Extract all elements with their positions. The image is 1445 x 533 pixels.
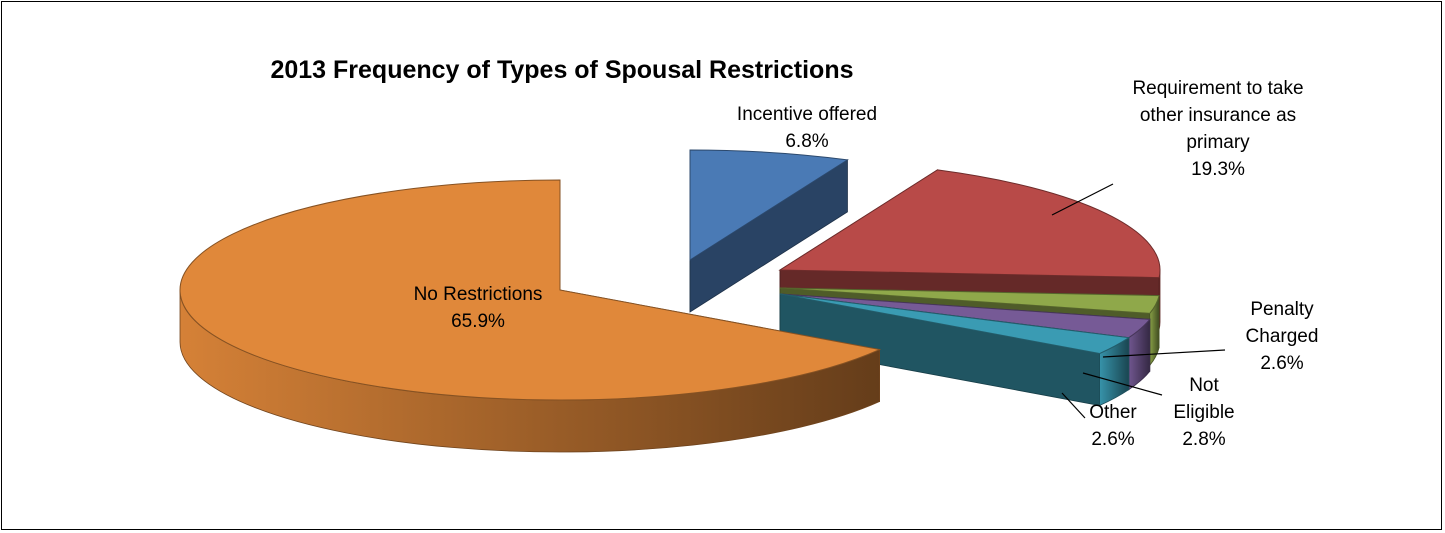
- data-label-value-no-restrictions: 65.9%: [451, 311, 505, 332]
- leader-line-requirement-to-take-other-insurance-as-primary: [1051, 183, 1114, 216]
- data-label-name-requirement-to-take-other-insurance-as-primary: primary: [1186, 132, 1250, 153]
- data-label-name-requirement-to-take-other-insurance-as-primary: other insurance as: [1140, 105, 1296, 126]
- pie-slice-incentive-offered: [689, 149, 849, 313]
- data-label-value-other: 2.6%: [1091, 429, 1134, 450]
- data-label-name-not-eligible: Eligible: [1173, 402, 1234, 423]
- pie-slice-no-restrictions: [179, 179, 882, 453]
- data-label-value-requirement-to-take-other-insurance-as-primary: 19.3%: [1191, 159, 1245, 180]
- data-label-name-not-eligible: Not: [1189, 375, 1219, 396]
- leader-line-penalty-charged: [1102, 349, 1226, 358]
- data-label-name-requirement-to-take-other-insurance-as-primary: Requirement to take: [1132, 78, 1303, 99]
- data-label-name-incentive-offered: Incentive offered: [737, 104, 877, 125]
- data-label-value-not-eligible: 2.8%: [1182, 429, 1225, 450]
- data-label-name-penalty-charged: Charged: [1246, 326, 1319, 347]
- data-label-name-other: Other: [1089, 402, 1137, 423]
- data-label-value-incentive-offered: 6.8%: [785, 131, 828, 152]
- pie-slice-other: [779, 293, 1131, 407]
- leader-line-other: [1061, 392, 1086, 419]
- leader-line-not-eligible: [1082, 372, 1163, 396]
- chart-title: 2013 Frequency of Types of Spousal Restr…: [270, 56, 854, 84]
- data-label-name-no-restrictions: No Restrictions: [414, 284, 543, 305]
- data-label-name-penalty-charged: Penalty: [1250, 299, 1314, 320]
- data-label-value-penalty-charged: 2.6%: [1260, 353, 1303, 374]
